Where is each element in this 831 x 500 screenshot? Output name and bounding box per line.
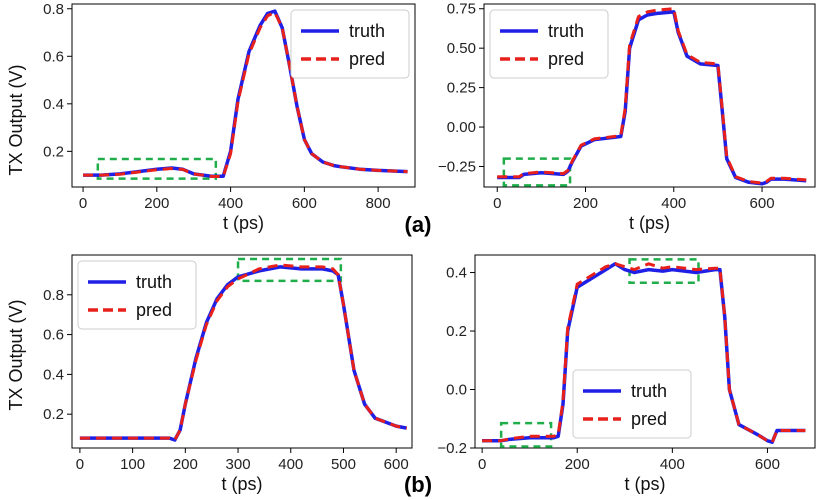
highlight-box — [96, 157, 218, 180]
highlight-box — [499, 421, 553, 448]
x-tick-label: 400 — [661, 195, 686, 212]
x-axis-label: t (ps) — [221, 474, 262, 494]
x-tick-label: 400 — [218, 195, 243, 212]
highlight-box — [502, 157, 572, 187]
y-tick-label: −0.25 — [438, 158, 476, 175]
x-axis-label: t (ps) — [223, 213, 264, 233]
x-tick-label: 0 — [478, 456, 486, 473]
y-tick-label: 0.25 — [447, 80, 476, 97]
x-tick-label: 400 — [278, 456, 303, 473]
y-tick-label: 0.6 — [43, 327, 64, 344]
y-tick-label: 0.2 — [43, 406, 64, 423]
y-tick-label: 0.8 — [43, 287, 64, 304]
y-tick-label: 0.0 — [446, 382, 467, 399]
plot-frame — [474, 254, 816, 449]
chart-panel-4: 0 200 400 600 −0.2 0.0 0.2 0.4 t (ps) truth pred — [437, 254, 816, 494]
x-tick-label: 200 — [144, 195, 169, 212]
x-tick-label: 0 — [79, 195, 87, 212]
y-tick-label: 0.4 — [446, 265, 467, 282]
plot-frame — [483, 3, 816, 188]
x-tick-label: 600 — [755, 456, 780, 473]
chart-panel-2: 0 200 400 600 −0.25 0.00 0.25 0.50 0.75 t (ps) tru… — [438, 1, 816, 233]
legend-label-pred: pred — [136, 300, 172, 320]
ylabel-bottom: TX Output (V) — [6, 299, 26, 410]
legend-label-truth: truth — [349, 21, 385, 41]
plot-frame — [71, 254, 413, 449]
legend-label-truth: truth — [631, 381, 667, 401]
legend-label-pred: pred — [631, 409, 667, 429]
y-tick-label: 0.75 — [447, 1, 476, 18]
legend-label-truth: truth — [136, 272, 172, 292]
legend-box — [290, 9, 410, 79]
legend-label-pred: pred — [349, 49, 385, 69]
x-tick-label: 0 — [493, 195, 501, 212]
legend: truth pred — [489, 9, 609, 79]
plot-frame — [71, 3, 416, 188]
legend-label-pred: pred — [548, 49, 584, 69]
legend-box — [489, 9, 609, 79]
y-tick-label: 0.4 — [43, 366, 64, 383]
legend-box — [77, 260, 197, 330]
y-tick-label: 0.50 — [447, 40, 476, 57]
ylabel-top: TX Output (V) — [6, 64, 26, 175]
x-tick-label: 300 — [226, 456, 251, 473]
highlight-box — [236, 257, 343, 283]
chart-panel-3: 0 100 200 300 400 500 600 0.2 0.4 0.6 0.8 t (ps) tru… — [43, 254, 413, 494]
panel-label-b: (b) — [404, 472, 432, 497]
x-tick-label: 400 — [660, 456, 685, 473]
x-tick-label: 100 — [120, 456, 145, 473]
x-tick-label: 500 — [331, 456, 356, 473]
series-line-pred — [482, 262, 806, 444]
y-tick-label: 0.4 — [43, 96, 64, 113]
y-tick-label: 0.8 — [43, 1, 64, 18]
y-tick-label: 0.00 — [447, 119, 476, 136]
x-tick-label: 600 — [750, 195, 775, 212]
chart-panels: 0 200 400 600 800 0.2 0.4 0.6 0.8 t (ps) truth pred… — [43, 1, 816, 494]
legend: truth pred — [572, 369, 692, 439]
series-line-pred — [497, 7, 807, 185]
legend: truth pred — [77, 260, 197, 330]
series-line-pred — [83, 10, 408, 178]
x-tick-label: 600 — [292, 195, 317, 212]
y-tick-label: 0.2 — [43, 143, 64, 160]
chart-panel-1: 0 200 400 600 800 0.2 0.4 0.6 0.8 t (ps) truth pred — [43, 1, 416, 233]
x-tick-label: 600 — [384, 456, 409, 473]
y-tick-label: −0.2 — [437, 440, 467, 457]
x-tick-label: 200 — [565, 456, 590, 473]
series-line-pred — [79, 263, 407, 442]
x-tick-label: 200 — [573, 195, 598, 212]
legend-box — [572, 369, 692, 439]
y-tick-label: 0.2 — [446, 323, 467, 340]
legend-label-truth: truth — [548, 21, 584, 41]
panel-label-a: (a) — [405, 212, 432, 237]
x-axis-label: t (ps) — [624, 474, 665, 494]
x-tick-label: 0 — [76, 456, 84, 473]
x-tick-label: 200 — [173, 456, 198, 473]
legend: truth pred — [290, 9, 410, 79]
y-tick-label: 0.6 — [43, 48, 64, 65]
x-axis-label: t (ps) — [629, 213, 670, 233]
x-tick-label: 800 — [366, 195, 391, 212]
